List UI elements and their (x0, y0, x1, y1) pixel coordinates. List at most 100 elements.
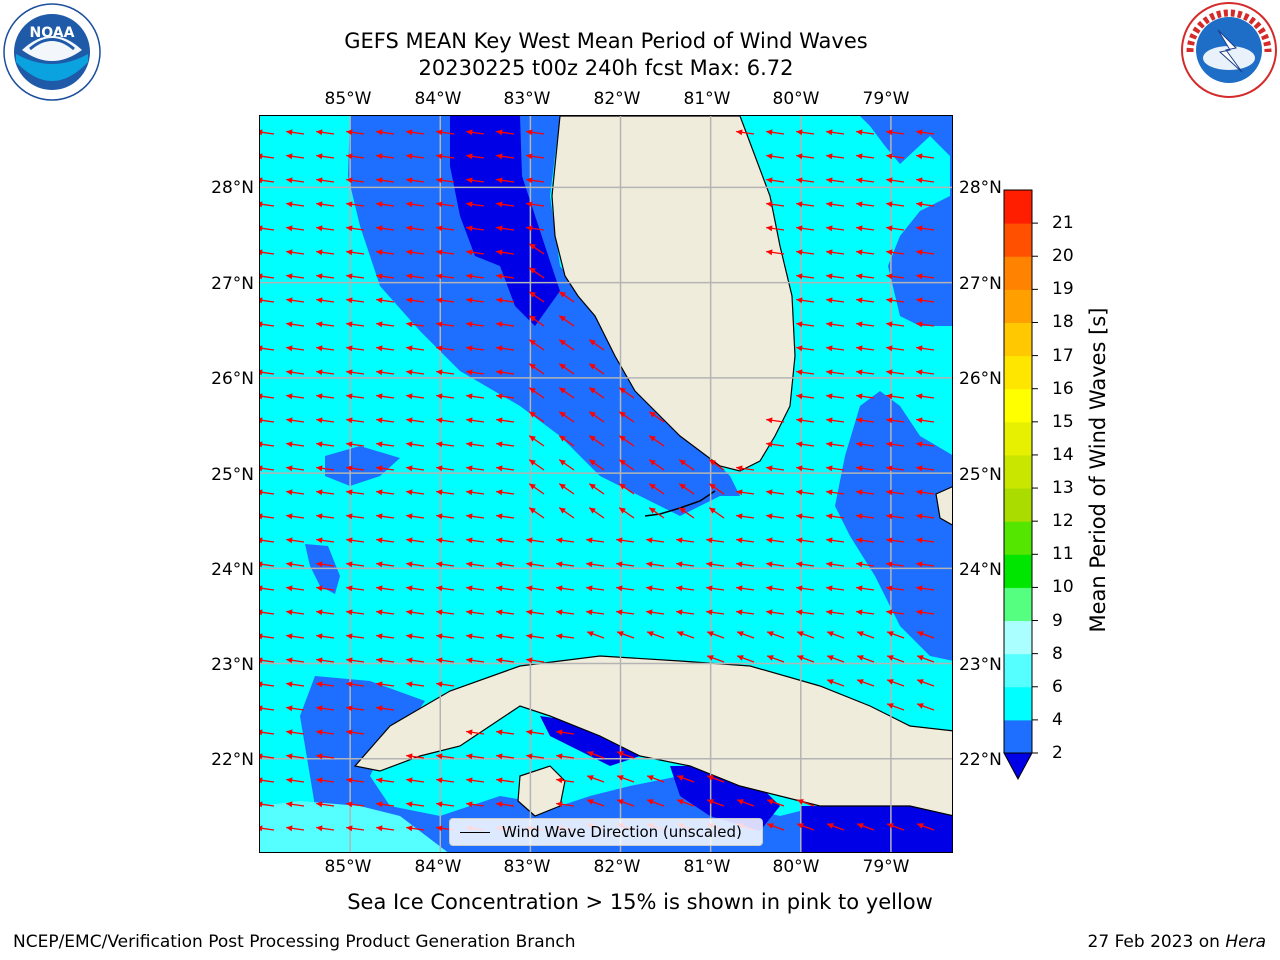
wave-direction-arrow (676, 609, 695, 616)
wave-direction-arrow (406, 537, 425, 544)
wave-direction-arrow (466, 585, 485, 592)
wave-direction-arrow (376, 201, 395, 208)
wave-direction-arrow (436, 489, 455, 496)
wave-direction-arrow (886, 345, 905, 352)
wave-direction-arrow (376, 513, 395, 520)
wave-direction-arrow (736, 489, 755, 496)
wave-direction-arrow (376, 297, 395, 304)
wave-direction-arrow (376, 537, 395, 544)
wave-direction-arrow (286, 201, 305, 208)
wave-direction-arrow (826, 369, 845, 376)
wave-direction-arrow (766, 249, 785, 256)
wave-direction-arrow (316, 369, 335, 376)
colorbar-segment (1004, 719, 1032, 754)
lon-label-top: 83°W (503, 89, 551, 109)
wave-direction-arrow (316, 705, 335, 712)
wave-direction-arrow (796, 823, 815, 831)
wave-direction-arrow (616, 561, 635, 568)
wave-direction-arrow (856, 609, 875, 616)
footer-date-text: 27 Feb 2023 on (1087, 932, 1220, 952)
wave-direction-arrow (436, 777, 455, 784)
wave-direction-arrow (796, 369, 815, 376)
wave-direction-arrow (558, 339, 575, 351)
wave-direction-arrow (286, 129, 305, 136)
lat-label-right: 22°N (959, 750, 1002, 770)
wave-direction-arrow (678, 483, 695, 495)
wave-direction-arrow (826, 177, 845, 184)
wave-direction-arrow (556, 609, 575, 616)
wave-direction-arrow (406, 393, 425, 400)
wave-direction-arrow (556, 633, 575, 640)
lat-label-left: 26°N (211, 369, 254, 389)
wave-direction-arrow (886, 369, 905, 376)
wave-direction-arrow (496, 297, 515, 304)
wave-direction-arrow (706, 799, 725, 807)
wave-direction-arrow (648, 507, 665, 519)
wave-direction-arrow (406, 681, 425, 688)
wave-direction-arrow (526, 153, 545, 160)
wave-direction-arrow (496, 729, 515, 736)
wave-direction-arrow (286, 393, 305, 400)
wave-direction-arrow (856, 153, 875, 160)
wave-direction-arrow (556, 585, 575, 592)
wave-direction-arrow (316, 537, 335, 544)
wave-direction-arrow (526, 753, 545, 760)
wave-direction-arrow (346, 777, 365, 784)
wave-direction-arrow (826, 609, 845, 616)
wave-direction-arrow (826, 513, 845, 520)
wave-direction-arrow (316, 609, 335, 616)
wave-direction-arrow (886, 465, 905, 472)
colorbar-segment (1004, 355, 1032, 390)
wave-direction-arrow (376, 417, 395, 424)
wave-direction-arrow (286, 537, 305, 544)
lon-label-bottom: 85°W (324, 857, 372, 877)
wave-direction-arrow (260, 633, 275, 640)
wave-direction-arrow (406, 657, 425, 664)
colorbar-segment (1004, 488, 1032, 522)
wave-direction-arrow (260, 681, 275, 688)
wave-direction-arrow (346, 465, 365, 472)
lon-label-bottom: 79°W (862, 857, 910, 877)
lat-label-left: 28°N (211, 178, 254, 198)
colorbar-segment (1004, 289, 1032, 323)
wave-period-map (260, 116, 952, 852)
wave-direction-arrow (406, 345, 425, 352)
wave-direction-arrow (558, 483, 575, 495)
wave-direction-arrow (916, 465, 935, 472)
wave-direction-arrow (376, 129, 395, 136)
wave-direction-arrow (496, 129, 515, 136)
wave-direction-arrow (618, 411, 635, 423)
wave-direction-arrow (406, 777, 425, 784)
wave-direction-arrow (916, 297, 935, 304)
wave-direction-arrow (886, 655, 905, 663)
wave-direction-arrow (346, 633, 365, 640)
lon-label-bottom: 80°W (772, 857, 820, 877)
wave-direction-arrow (466, 537, 485, 544)
wave-direction-arrow (466, 153, 485, 160)
wave-direction-arrow (316, 417, 335, 424)
wave-direction-arrow (616, 631, 635, 639)
wave-direction-arrow (736, 465, 755, 472)
wave-direction-arrow (826, 823, 845, 831)
wave-direction-arrow (916, 393, 935, 400)
wave-direction-arrow (676, 585, 695, 592)
wave-direction-arrow (616, 775, 635, 783)
wave-direction-arrow (316, 561, 335, 568)
wave-direction-arrow (260, 729, 275, 736)
wave-direction-arrow (286, 321, 305, 328)
wave-direction-arrow (886, 153, 905, 160)
wave-direction-arrow (708, 507, 725, 519)
wave-direction-arrow (706, 561, 725, 568)
wave-direction-arrow (496, 345, 515, 352)
wave-direction-arrow (646, 537, 665, 544)
wave-direction-arrow (826, 393, 845, 400)
wave-direction-arrow (886, 585, 905, 592)
wave-direction-arrow (436, 297, 455, 304)
wave-direction-arrow (886, 679, 905, 687)
wave-direction-arrow (526, 633, 545, 640)
wave-direction-arrow (706, 655, 725, 663)
colorbar-tick-label: 15 (1052, 411, 1074, 432)
wave-direction-arrow (260, 825, 275, 832)
wave-direction-arrow (346, 537, 365, 544)
wave-direction-arrow (316, 441, 335, 448)
